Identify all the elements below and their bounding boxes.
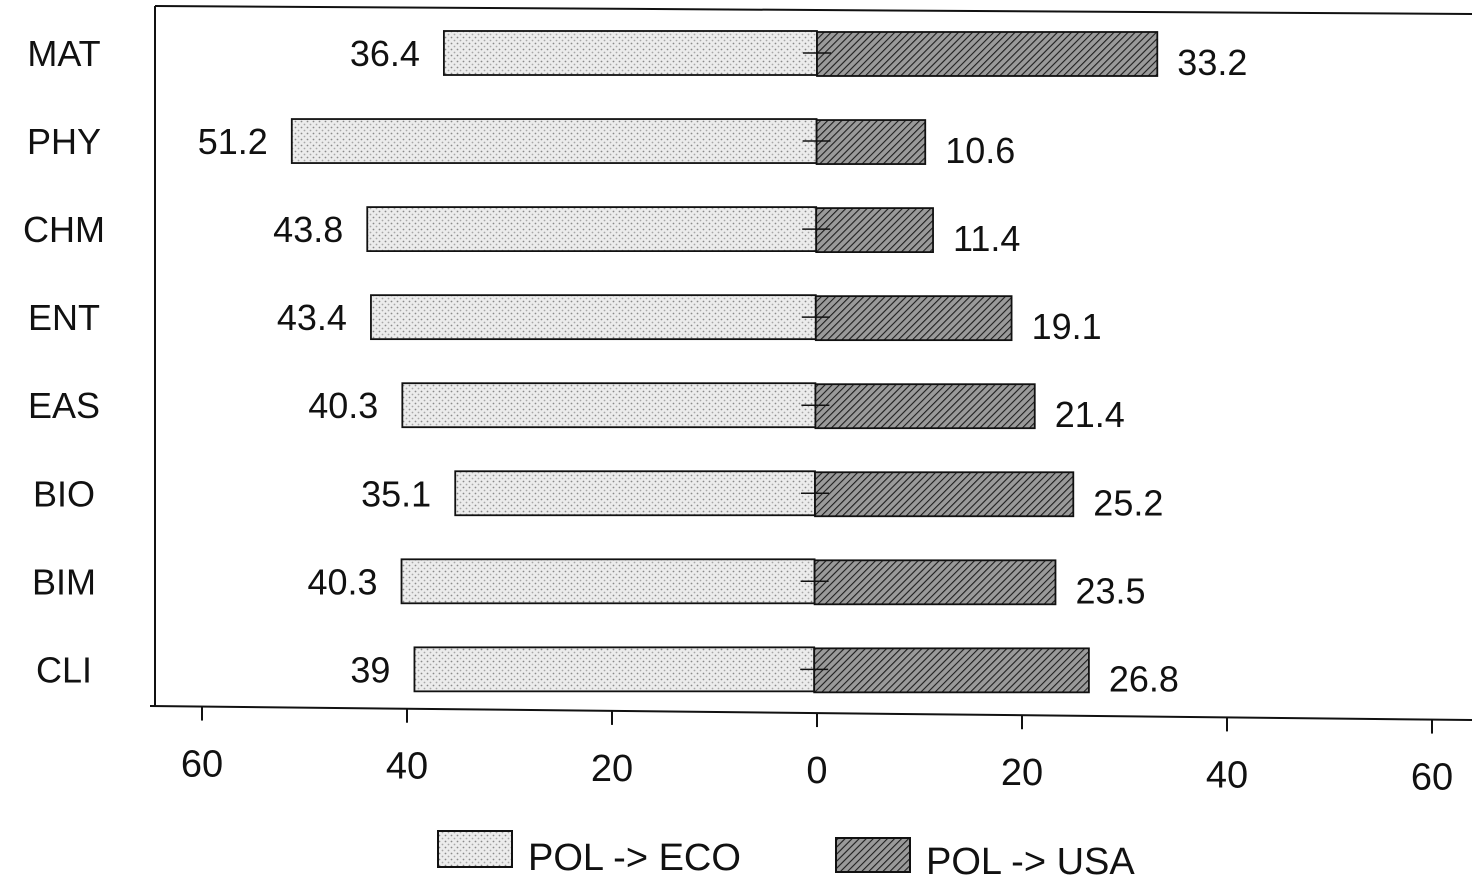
value-label-usa-bim: 23.5 xyxy=(1075,570,1145,611)
value-label-usa-bio: 25.2 xyxy=(1093,482,1163,523)
category-label-mat: MAT xyxy=(27,33,100,74)
category-label-ent: ENT xyxy=(28,297,100,338)
value-label-eco-chm: 43.8 xyxy=(273,209,343,250)
legend-swatch-eco xyxy=(438,831,512,867)
category-label-chm: CHM xyxy=(23,209,105,250)
x-tick-label: 20 xyxy=(1001,752,1043,794)
x-tick-label: 60 xyxy=(1411,757,1453,799)
bar-usa-ent xyxy=(816,296,1012,340)
bar-eco-mat xyxy=(444,31,817,75)
bar-eco-phy xyxy=(292,119,817,163)
bar-eco-ent xyxy=(371,295,816,339)
bar-usa-eas xyxy=(815,384,1034,428)
x-axis: 60 40 20 0 20 40 60 xyxy=(181,707,1453,799)
x-tick-label: 60 xyxy=(181,744,223,786)
value-label-eco-bio: 35.1 xyxy=(361,473,431,514)
value-label-eco-mat: 36.4 xyxy=(350,33,420,74)
value-label-usa-phy: 10.6 xyxy=(945,130,1015,171)
bar-usa-mat xyxy=(817,32,1157,76)
legend-label-eco: POL -> ECO xyxy=(528,837,741,879)
category-label-phy: PHY xyxy=(27,121,101,162)
bar-eco-eas xyxy=(402,383,815,427)
value-label-usa-mat: 33.2 xyxy=(1177,42,1247,83)
value-label-eco-cli: 39 xyxy=(350,649,390,690)
legend-label-usa: POL -> USA xyxy=(926,841,1135,879)
value-label-eco-eas: 40.3 xyxy=(308,385,378,426)
bar-eco-chm xyxy=(367,207,816,251)
bar-eco-cli xyxy=(414,647,814,691)
bar-eco-bim xyxy=(402,559,815,603)
bar-usa-bim xyxy=(815,560,1056,604)
x-tick-label: 40 xyxy=(386,746,428,788)
x-tick-label: 20 xyxy=(591,748,633,790)
bar-eco-bio xyxy=(455,471,815,515)
category-label-cli: CLI xyxy=(36,649,92,690)
x-axis-line xyxy=(150,706,1472,720)
value-label-usa-cli: 26.8 xyxy=(1109,658,1179,699)
value-label-usa-eas: 21.4 xyxy=(1055,394,1125,435)
category-label-bio: BIO xyxy=(33,473,95,514)
bar-usa-cli xyxy=(814,648,1089,692)
value-label-usa-ent: 19.1 xyxy=(1032,306,1102,347)
bar-usa-bio xyxy=(815,472,1073,516)
bar-usa-phy xyxy=(817,120,926,164)
value-label-usa-chm: 11.4 xyxy=(953,218,1020,259)
bar-usa-chm xyxy=(816,208,933,252)
legend-swatch-usa xyxy=(836,838,910,872)
category-labels: MAT PHY CHM ENT EAS BIO BIM CLI xyxy=(23,33,105,690)
legend: POL -> ECO POL -> USA xyxy=(438,831,1135,879)
plot-frame xyxy=(150,6,1472,720)
bars-group xyxy=(292,31,1158,692)
x-tick-label: 0 xyxy=(806,750,827,792)
frame-top-line xyxy=(155,6,1472,14)
category-label-bim: BIM xyxy=(32,561,96,602)
value-label-eco-bim: 40.3 xyxy=(307,561,377,602)
value-label-eco-ent: 43.4 xyxy=(277,297,347,338)
value-label-eco-phy: 51.2 xyxy=(198,121,268,162)
x-tick-label: 40 xyxy=(1206,754,1248,796)
category-label-eas: EAS xyxy=(28,385,100,426)
